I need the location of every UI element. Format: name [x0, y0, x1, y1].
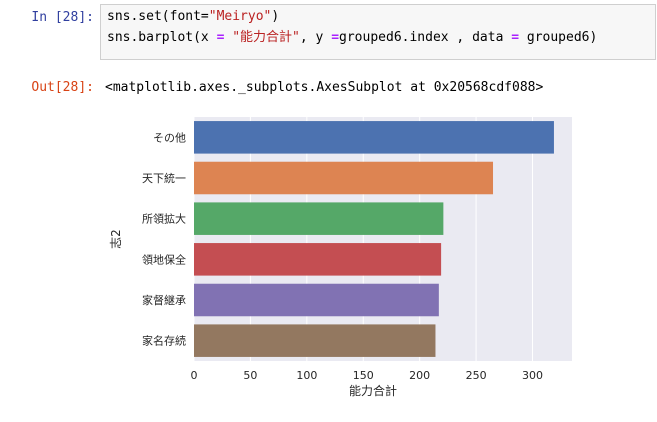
- code-line-1: sns.set(font="Meiryo"): [107, 9, 280, 24]
- x-tick-label: 100: [296, 369, 317, 382]
- y-axis-label: 志2: [109, 229, 123, 249]
- grid-lines: [193, 117, 534, 361]
- bar: [194, 324, 436, 357]
- y-tick-label: その他: [153, 131, 186, 144]
- code-line-2: sns.barplot(x = "能力合計", y =grouped6.inde…: [107, 30, 598, 45]
- x-tick-label: 0: [191, 369, 198, 382]
- code-cell[interactable]: sns.set(font="Meiryo") sns.barplot(x = "…: [100, 4, 656, 60]
- x-tick-label: 50: [243, 369, 257, 382]
- x-tick-label: 250: [466, 369, 487, 382]
- x-tick-label: 300: [522, 369, 543, 382]
- y-tick-label: 領地保全: [142, 252, 186, 266]
- y-tick-label: 所領拡大: [142, 212, 186, 226]
- x-tick-label: 200: [409, 369, 430, 382]
- bar: [194, 202, 444, 235]
- bars: [194, 121, 554, 357]
- plot-area: [194, 117, 572, 361]
- x-tick-label: 150: [353, 369, 374, 382]
- x-tick-labels: 0 50 100 150 200 250 300: [191, 369, 544, 382]
- bar: [194, 161, 494, 195]
- input-prompt: In [28]:: [31, 10, 94, 25]
- bar: [194, 121, 554, 154]
- x-axis-label: 能力合計: [349, 383, 397, 398]
- bar: [194, 243, 442, 276]
- bar: [194, 283, 439, 317]
- output-prompt: Out[28]:: [31, 80, 94, 95]
- y-tick-label: 家名存続: [142, 334, 186, 348]
- output-text: <matplotlib.axes._subplots.AxesSubplot a…: [105, 80, 544, 95]
- y-tick-label: 天下統一: [142, 171, 186, 185]
- y-tick-label: 家督継承: [142, 293, 186, 307]
